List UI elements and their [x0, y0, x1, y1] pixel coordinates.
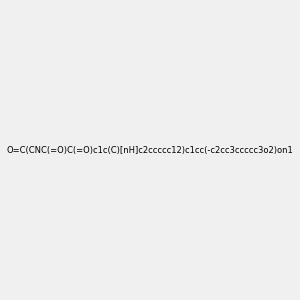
Text: O=C(CNC(=O)C(=O)c1c(C)[nH]c2ccccc12)c1cc(-c2cc3ccccc3o2)on1: O=C(CNC(=O)C(=O)c1c(C)[nH]c2ccccc12)c1cc…	[7, 146, 293, 154]
